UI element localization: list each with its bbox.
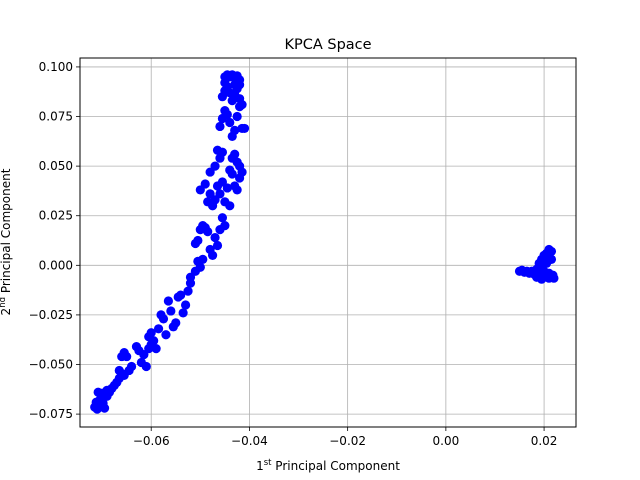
data-point [232,185,242,195]
data-point [544,252,554,262]
data-point [220,221,230,231]
data-point [237,167,247,177]
data-point [180,300,191,310]
x-tick-label: −0.04 [231,434,268,448]
data-point [237,100,247,110]
plot-frame [79,57,577,428]
data-point [141,361,151,372]
data-point [232,111,242,122]
data-point [163,296,173,306]
data-point [161,330,171,340]
y-tick-label: 0.075 [39,110,73,124]
data-point [200,179,210,189]
data-point [532,272,542,282]
data-point [114,365,124,376]
data-point [126,361,137,372]
x-tick-label: 0.00 [433,434,460,448]
data-point [102,385,112,395]
data-point [220,78,230,88]
data-point [227,153,237,163]
data-point [203,226,213,237]
x-tick-label: −0.06 [133,434,170,448]
data-point [207,250,218,260]
data-point [198,254,208,264]
data-point [210,232,220,243]
data-point [215,189,225,199]
data-point [217,213,228,223]
data-point [193,235,203,246]
data-point [176,290,186,300]
x-axis-ticks: −0.06 −0.04 −0.02 0.00 0.02 [133,427,558,448]
data-point [98,398,108,408]
data-point [171,318,181,328]
y-axis-label: 2nd Principal Component [0,168,13,315]
data-point [151,344,161,354]
data-point [230,125,240,136]
chart-title: KPCA Space [284,37,371,53]
data-point [225,201,235,211]
data-point [149,336,159,346]
x-axis-label: 1st Principal Component [256,458,400,473]
data-point [235,80,245,90]
data-point [158,314,169,324]
data-point [146,328,156,338]
y-tick-label: −0.025 [29,308,73,322]
data-point [195,262,205,272]
data-point [222,183,232,193]
x-tick-label: 0.02 [531,434,558,448]
y-tick-label: 0.100 [39,60,73,74]
data-point [178,308,188,318]
data-point [225,117,235,128]
data-point [227,169,237,179]
data-point [215,121,225,132]
y-tick-label: 0.050 [39,159,73,173]
x-tick-label: −0.02 [329,434,366,448]
data-point [212,240,223,251]
data-point [217,147,228,157]
data-point [222,109,232,120]
y-tick-label: 0.025 [39,209,73,223]
scatter-points [90,70,559,414]
y-tick-label: 0.000 [39,258,73,272]
y-tick-label: −0.050 [29,358,73,372]
data-point [153,324,164,334]
data-point [122,351,132,362]
y-tick-label: −0.075 [29,407,73,421]
data-point [239,123,250,134]
y-axis-ticks: −0.075 −0.050 −0.025 0.000 0.025 0.050 0.075 0.… [29,60,80,421]
data-point [183,286,193,296]
data-point [205,167,215,177]
data-point [166,306,176,316]
